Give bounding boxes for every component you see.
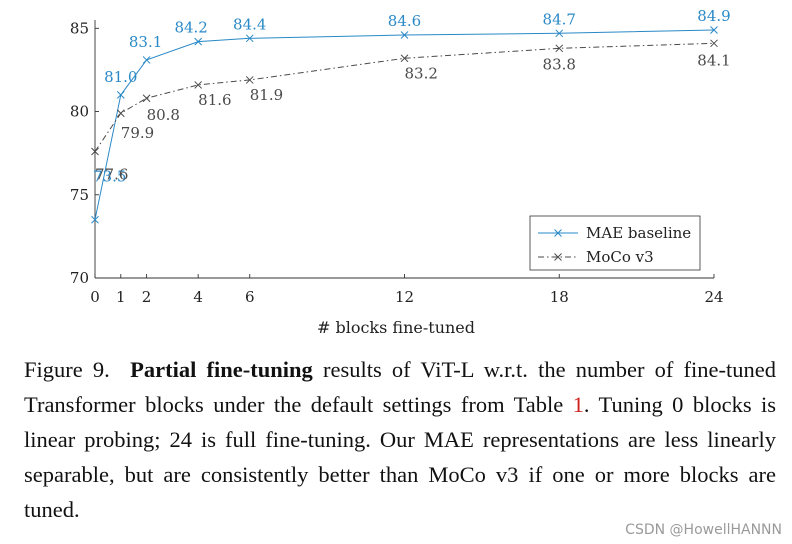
chart-series: [91, 26, 718, 224]
caption-text-2: . Tuning 0 blocks is linear probing; 24 …: [24, 392, 776, 522]
data-label: 84.7: [543, 10, 576, 28]
x-tick-label: 18: [550, 288, 569, 306]
data-label: 84.4: [233, 15, 266, 33]
data-point-marker: [245, 34, 254, 43]
x-tick-label: 4: [193, 288, 203, 306]
table-reference-link[interactable]: 1: [572, 392, 584, 417]
figure-label: Figure 9.: [24, 357, 110, 382]
data-label: 80.8: [147, 106, 180, 124]
series-line-moco: [94, 42, 715, 152]
legend-moco-label: MoCo v3: [586, 248, 654, 266]
data-point-marker: [194, 81, 203, 89]
series-line-mae: [94, 29, 715, 220]
x-tick-label: 24: [704, 288, 723, 306]
data-point-marker: [245, 76, 254, 84]
legend-moco-marker: [554, 253, 562, 261]
x-tick-label: 1: [116, 288, 126, 306]
data-labels: 73.5 81.0 83.1 84.2 84.4 84.6 84.7 84.9 77.6 79.9…: [93, 7, 731, 186]
data-point-marker: [400, 54, 409, 63]
data-point-marker: [555, 29, 564, 38]
legend-mae-label: MAE baseline: [586, 224, 691, 242]
data-label: 77.6: [95, 165, 128, 183]
data-label: 84.9: [697, 7, 730, 25]
data-point-marker: [116, 91, 125, 99]
data-point-marker: [400, 31, 409, 39]
x-tick-label: 0: [90, 288, 100, 306]
data-label: 81.9: [250, 86, 283, 104]
data-label: 81.0: [104, 68, 137, 86]
data-label: 84.6: [388, 12, 421, 30]
data-label: 83.8: [543, 55, 576, 73]
y-tick-label: 70: [70, 269, 89, 287]
x-tick-label: 2: [142, 288, 152, 306]
y-tick-label: 85: [70, 19, 89, 37]
data-point-marker: [91, 147, 99, 156]
data-point-marker: [91, 215, 99, 224]
y-tick-label: 80: [70, 103, 89, 121]
x-tick-label: 12: [395, 288, 414, 306]
data-point-marker: [194, 37, 203, 46]
data-point-marker: [116, 109, 125, 118]
x-axis-label: # blocks fine-tuned: [317, 318, 475, 337]
data-label: 83.1: [129, 33, 162, 51]
data-point-marker: [710, 39, 718, 48]
data-point-marker: [142, 94, 151, 103]
caption-bold-title: Partial fine-tuning: [130, 357, 313, 382]
legend: MAE baseline MoCo v3: [529, 215, 701, 271]
data-label: 73.5: [93, 168, 126, 186]
data-label: 79.9: [121, 124, 154, 142]
caption-text-1: results of ViT-L w.r.t. the number of fi…: [24, 357, 777, 417]
data-point-marker: [142, 56, 151, 64]
legend-box: [529, 215, 701, 271]
watermark: CSDN @HowellHANNN: [625, 522, 782, 538]
data-point-marker: [555, 44, 564, 53]
data-label: 83.2: [405, 64, 438, 82]
data-label: 84.1: [697, 51, 730, 69]
y-tick-label: 75: [70, 186, 89, 204]
data-label: 84.2: [174, 19, 207, 37]
legend-mae-marker: [554, 229, 562, 237]
data-label: 81.6: [198, 91, 231, 109]
x-tick-label: 6: [245, 288, 255, 306]
data-point-marker: [710, 26, 718, 34]
figure-caption: Figure 9. Partial fine-tuning results of…: [24, 352, 776, 527]
